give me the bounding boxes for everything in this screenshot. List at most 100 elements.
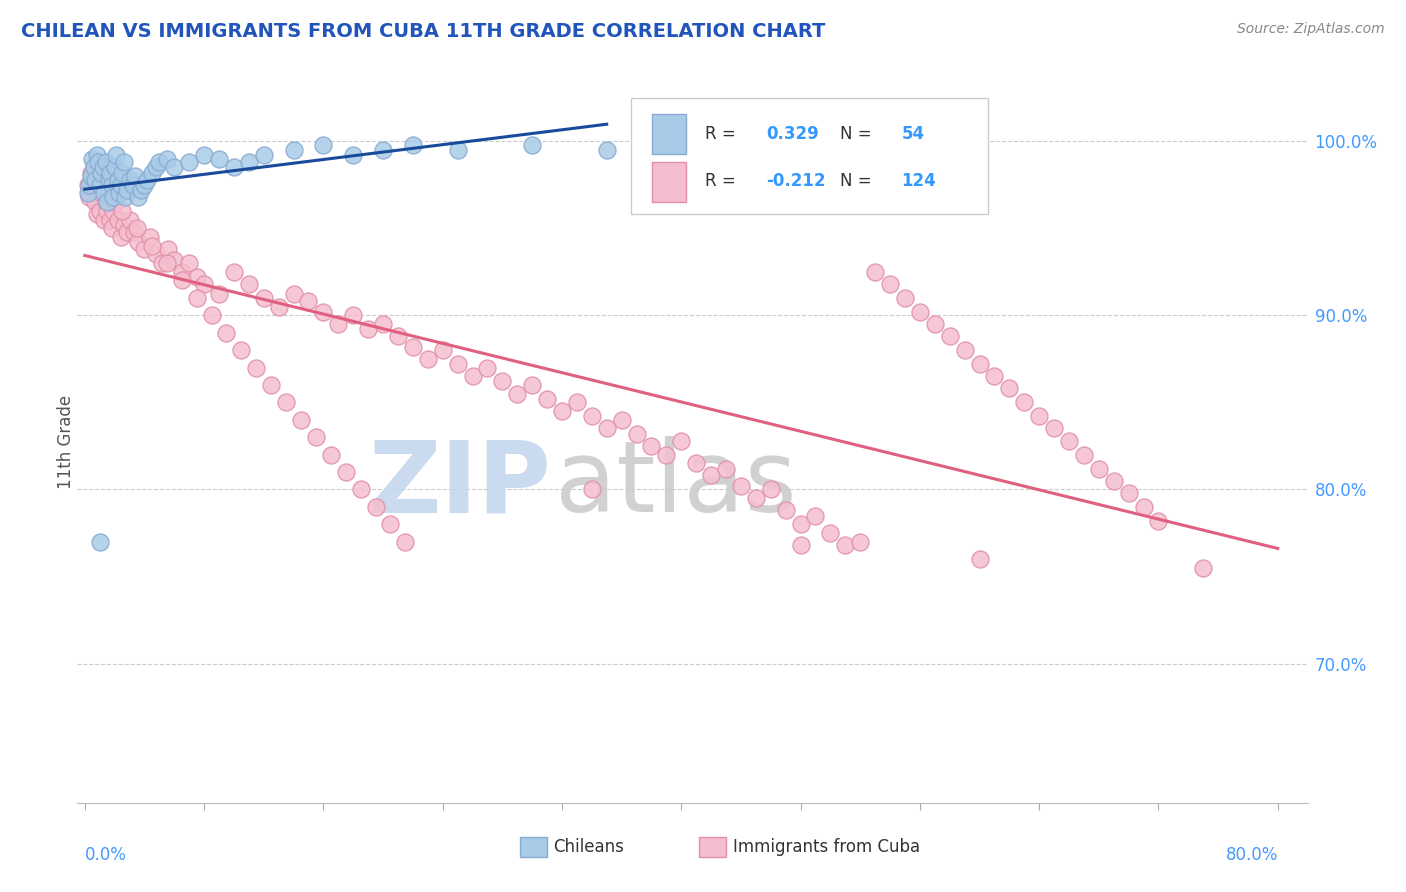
Point	[297, 294, 319, 309]
Point	[104, 195, 127, 210]
Point	[1192, 561, 1215, 575]
Point	[520, 137, 543, 152]
Point	[89, 203, 111, 218]
Point	[596, 421, 619, 435]
Point	[283, 143, 305, 157]
Text: Chileans: Chileans	[554, 838, 624, 855]
Point	[596, 143, 619, 157]
Point	[253, 148, 276, 162]
Point	[863, 265, 886, 279]
Point	[98, 165, 121, 179]
Point	[97, 183, 120, 197]
Point	[87, 155, 110, 169]
Point	[335, 465, 357, 479]
Point	[148, 155, 170, 169]
Point	[94, 195, 117, 210]
Point	[1147, 514, 1170, 528]
Point	[124, 169, 146, 183]
Point	[1057, 434, 1080, 448]
Point	[319, 448, 342, 462]
Point	[446, 357, 468, 371]
Point	[93, 186, 115, 201]
Point	[222, 161, 245, 175]
Point	[122, 225, 145, 239]
Point	[491, 375, 513, 389]
Point	[215, 326, 238, 340]
Point	[105, 148, 128, 162]
Point	[536, 392, 558, 406]
Point	[730, 479, 752, 493]
Point	[342, 148, 364, 162]
Point	[93, 212, 115, 227]
Point	[110, 178, 132, 192]
Point	[402, 340, 425, 354]
Point	[80, 165, 103, 179]
Point	[127, 235, 149, 250]
Point	[953, 343, 976, 358]
Point	[156, 256, 179, 270]
Point	[186, 291, 208, 305]
Point	[789, 517, 811, 532]
Point	[83, 161, 105, 175]
Point	[581, 483, 603, 497]
Point	[208, 287, 231, 301]
Text: Source: ZipAtlas.com: Source: ZipAtlas.com	[1237, 22, 1385, 37]
Text: -0.212: -0.212	[766, 172, 825, 190]
Point	[834, 538, 856, 552]
Point	[983, 369, 1005, 384]
Point	[1088, 461, 1111, 475]
Point	[416, 351, 439, 366]
Point	[506, 386, 529, 401]
Point	[394, 534, 416, 549]
Point	[101, 190, 124, 204]
Point	[89, 534, 111, 549]
Point	[77, 178, 100, 192]
Point	[1043, 421, 1066, 435]
Point	[98, 212, 121, 227]
Point	[179, 155, 201, 169]
Point	[193, 148, 215, 162]
Point	[179, 256, 201, 270]
Point	[461, 369, 484, 384]
Point	[200, 308, 222, 322]
Point	[969, 357, 991, 371]
Point	[111, 165, 134, 179]
Text: 54: 54	[901, 125, 925, 143]
Point	[1132, 500, 1154, 514]
Point	[714, 461, 737, 475]
Y-axis label: 11th Grade: 11th Grade	[58, 394, 75, 489]
Point	[89, 178, 111, 192]
Point	[163, 252, 186, 267]
Bar	[520, 837, 547, 857]
Point	[83, 183, 105, 197]
Point	[150, 256, 173, 270]
Point	[115, 225, 138, 239]
Point	[141, 165, 163, 179]
Point	[118, 172, 141, 186]
Point	[156, 152, 179, 166]
Point	[134, 178, 156, 192]
Point	[139, 230, 162, 244]
Point	[77, 190, 100, 204]
FancyBboxPatch shape	[631, 98, 988, 214]
Text: Immigrants from Cuba: Immigrants from Cuba	[733, 838, 920, 855]
Text: CHILEAN VS IMMIGRANTS FROM CUBA 11TH GRADE CORRELATION CHART: CHILEAN VS IMMIGRANTS FROM CUBA 11TH GRA…	[21, 22, 825, 41]
Point	[87, 155, 110, 169]
Point	[908, 305, 931, 319]
Text: ZIP: ZIP	[368, 436, 551, 533]
Text: R =: R =	[704, 125, 735, 143]
Point	[90, 186, 112, 201]
Point	[86, 207, 108, 221]
Point	[894, 291, 917, 305]
Point	[581, 409, 603, 424]
Point	[253, 291, 276, 305]
Point	[551, 404, 574, 418]
Point	[402, 137, 425, 152]
Point	[364, 500, 387, 514]
Point	[145, 247, 167, 261]
Bar	[699, 837, 725, 857]
Point	[655, 448, 678, 462]
Point	[104, 161, 127, 175]
Point	[131, 183, 153, 197]
Point	[163, 161, 186, 175]
